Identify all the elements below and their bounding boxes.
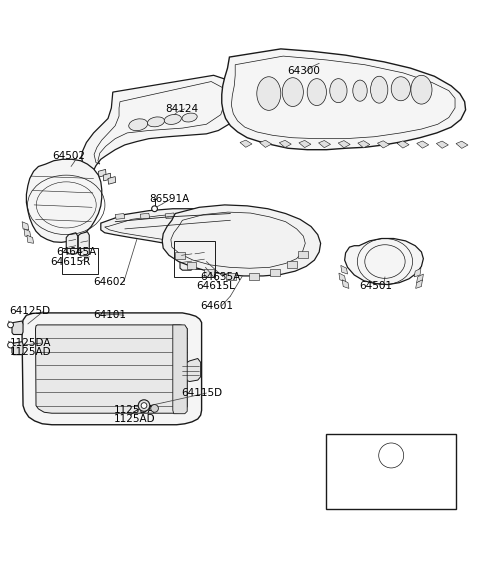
Text: 1125DA: 1125DA xyxy=(114,405,156,415)
Text: 64502: 64502 xyxy=(52,151,85,161)
Text: 64602: 64602 xyxy=(94,277,127,286)
Polygon shape xyxy=(240,212,250,218)
Polygon shape xyxy=(358,141,370,148)
Circle shape xyxy=(8,322,13,328)
Text: 64115D: 64115D xyxy=(181,388,223,398)
Polygon shape xyxy=(339,273,346,282)
Polygon shape xyxy=(338,140,350,148)
Polygon shape xyxy=(180,245,193,270)
Polygon shape xyxy=(414,268,421,277)
Polygon shape xyxy=(222,49,466,150)
Circle shape xyxy=(152,206,157,211)
Circle shape xyxy=(151,405,158,412)
Text: 64601: 64601 xyxy=(201,301,234,311)
Polygon shape xyxy=(397,141,409,148)
Polygon shape xyxy=(249,273,259,280)
Polygon shape xyxy=(319,140,331,148)
Bar xyxy=(62,248,98,274)
Polygon shape xyxy=(298,250,308,258)
Text: 84124: 84124 xyxy=(166,104,199,114)
Text: 64300: 64300 xyxy=(287,66,320,76)
Polygon shape xyxy=(22,313,202,425)
Polygon shape xyxy=(260,140,272,147)
Text: 64645A: 64645A xyxy=(57,247,97,257)
Polygon shape xyxy=(26,159,102,242)
Polygon shape xyxy=(240,140,252,147)
Polygon shape xyxy=(342,280,349,288)
Polygon shape xyxy=(190,213,200,218)
Text: 92162: 92162 xyxy=(356,436,389,446)
Polygon shape xyxy=(165,213,175,219)
Ellipse shape xyxy=(147,117,165,127)
Polygon shape xyxy=(78,232,89,256)
Text: 64615L: 64615L xyxy=(196,281,235,291)
Polygon shape xyxy=(27,235,34,244)
Polygon shape xyxy=(12,342,23,355)
Polygon shape xyxy=(24,229,31,237)
Polygon shape xyxy=(226,273,236,280)
Polygon shape xyxy=(98,170,106,177)
Polygon shape xyxy=(173,325,187,414)
Polygon shape xyxy=(345,238,423,285)
Ellipse shape xyxy=(391,77,410,101)
Polygon shape xyxy=(383,446,399,465)
Polygon shape xyxy=(341,265,348,274)
Ellipse shape xyxy=(129,119,148,131)
Polygon shape xyxy=(456,141,468,148)
Polygon shape xyxy=(181,359,201,382)
Ellipse shape xyxy=(164,115,181,124)
Ellipse shape xyxy=(371,76,388,103)
Circle shape xyxy=(141,403,147,409)
Polygon shape xyxy=(103,173,111,181)
Text: 64501: 64501 xyxy=(359,281,392,291)
Polygon shape xyxy=(270,269,280,276)
Polygon shape xyxy=(417,141,429,148)
Polygon shape xyxy=(12,321,23,335)
Polygon shape xyxy=(36,325,187,413)
Polygon shape xyxy=(108,176,116,185)
Bar xyxy=(326,434,456,509)
Text: 1125AD: 1125AD xyxy=(10,347,51,357)
Polygon shape xyxy=(204,269,214,277)
Polygon shape xyxy=(215,213,225,218)
Polygon shape xyxy=(162,205,321,276)
Bar xyxy=(174,241,215,277)
Text: 86591A: 86591A xyxy=(149,194,189,204)
Polygon shape xyxy=(140,213,150,219)
Polygon shape xyxy=(82,75,242,176)
Text: 64125D: 64125D xyxy=(10,307,51,316)
Polygon shape xyxy=(115,214,125,219)
Text: 64615R: 64615R xyxy=(50,257,91,266)
Polygon shape xyxy=(417,274,423,282)
Polygon shape xyxy=(436,141,448,148)
Text: 64635A: 64635A xyxy=(201,272,241,282)
Ellipse shape xyxy=(257,77,281,111)
Polygon shape xyxy=(66,233,78,254)
Polygon shape xyxy=(187,262,196,269)
Ellipse shape xyxy=(411,75,432,104)
Ellipse shape xyxy=(330,79,347,103)
Polygon shape xyxy=(416,280,422,288)
Polygon shape xyxy=(288,261,297,268)
Ellipse shape xyxy=(182,113,197,122)
Ellipse shape xyxy=(307,79,326,105)
Polygon shape xyxy=(377,141,389,148)
Text: 64101: 64101 xyxy=(94,311,127,320)
Ellipse shape xyxy=(282,78,303,107)
Text: 1125AD: 1125AD xyxy=(114,414,156,424)
Text: 1125DA: 1125DA xyxy=(10,338,51,348)
Ellipse shape xyxy=(353,80,367,101)
Circle shape xyxy=(138,400,150,411)
Polygon shape xyxy=(101,209,252,249)
Polygon shape xyxy=(279,140,291,147)
Circle shape xyxy=(8,342,13,348)
Polygon shape xyxy=(299,140,311,148)
Polygon shape xyxy=(175,252,185,259)
Polygon shape xyxy=(22,222,29,230)
Polygon shape xyxy=(193,244,205,269)
